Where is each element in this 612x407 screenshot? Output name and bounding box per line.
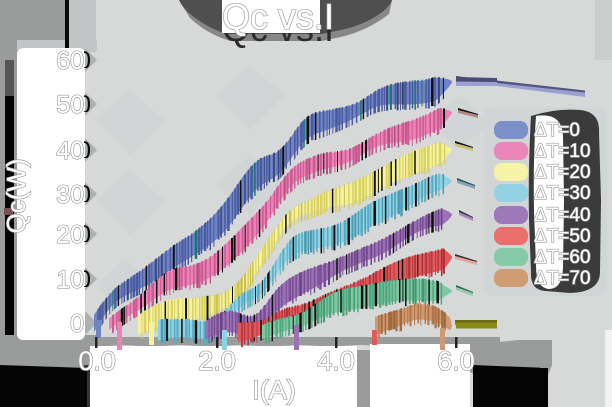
svg-text:ΔT=50: ΔT=50 — [534, 226, 591, 247]
svg-text:6.0: 6.0 — [437, 346, 475, 376]
svg-text:ΔT=20: ΔT=20 — [534, 162, 591, 183]
svg-text:2.0: 2.0 — [198, 346, 236, 376]
svg-text:10: 10 — [63, 266, 91, 294]
svg-text:ΔT=30: ΔT=30 — [534, 183, 591, 204]
svg-text:60: 60 — [56, 47, 84, 75]
svg-text:Qc(W): Qc(W) — [1, 158, 31, 233]
svg-text:4.0: 4.0 — [317, 346, 355, 376]
svg-text:20: 20 — [56, 221, 84, 249]
svg-text:60: 60 — [63, 47, 91, 75]
svg-text:30: 30 — [56, 181, 84, 209]
svg-text:ΔT=70: ΔT=70 — [534, 268, 591, 289]
svg-text:50: 50 — [63, 91, 91, 119]
svg-text:ΔT=10: ΔT=10 — [534, 141, 591, 162]
svg-text:50: 50 — [56, 91, 84, 119]
svg-text:Qc vs.I: Qc vs.I — [222, 0, 334, 37]
svg-text:40: 40 — [63, 137, 91, 165]
svg-text:ΔT=60: ΔT=60 — [534, 247, 591, 268]
svg-text:0: 0 — [70, 310, 84, 338]
svg-text:I(A): I(A) — [252, 375, 296, 405]
svg-text:ΔT=40: ΔT=40 — [534, 205, 591, 226]
svg-text:ΔT=0: ΔT=0 — [534, 120, 580, 141]
svg-text:20: 20 — [63, 221, 91, 249]
svg-text:40: 40 — [56, 137, 84, 165]
svg-text:10: 10 — [56, 266, 84, 294]
svg-text:30: 30 — [63, 181, 91, 209]
svg-text:0.0: 0.0 — [78, 346, 116, 376]
